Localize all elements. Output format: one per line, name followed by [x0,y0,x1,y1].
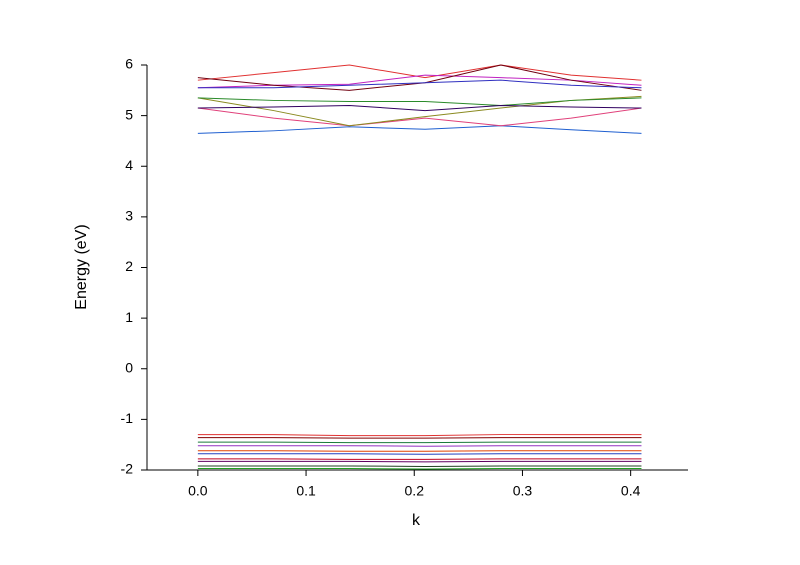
y-tick-label: 3 [125,208,133,224]
band-line [197,64,642,81]
y-tick-label: 1 [125,309,133,325]
band-line [197,79,642,89]
y-tick-label: 5 [125,106,133,122]
band-line [197,125,642,134]
band-line [197,458,642,460]
band-line [197,467,642,470]
x-axis-label: k [412,512,421,529]
band-line [197,453,642,455]
y-axis-label: Energy (eV) [73,224,90,309]
band-line [197,465,642,467]
y-tick-label: -2 [121,461,134,477]
y-tick-label: 0 [125,359,133,375]
band-line [197,64,642,91]
x-tick-label: 0.3 [513,483,533,499]
y-tick-label: 6 [125,56,133,72]
x-tick-label: 0.0 [188,483,208,499]
x-tick-label: 0.1 [296,483,316,499]
x-tick-label: 0.2 [405,483,425,499]
y-tick-label: 4 [125,157,133,173]
band-line [197,434,642,437]
x-tick-label: 0.4 [621,483,641,499]
band-line [197,450,642,452]
band-line [197,437,642,439]
band-line [197,460,642,463]
band-line [197,104,642,112]
y-tick-label: 2 [125,258,133,274]
y-tick-label: -1 [121,410,134,426]
band-line [197,97,642,107]
band-line [197,445,642,447]
band-line [197,441,642,444]
band-line [197,107,642,127]
